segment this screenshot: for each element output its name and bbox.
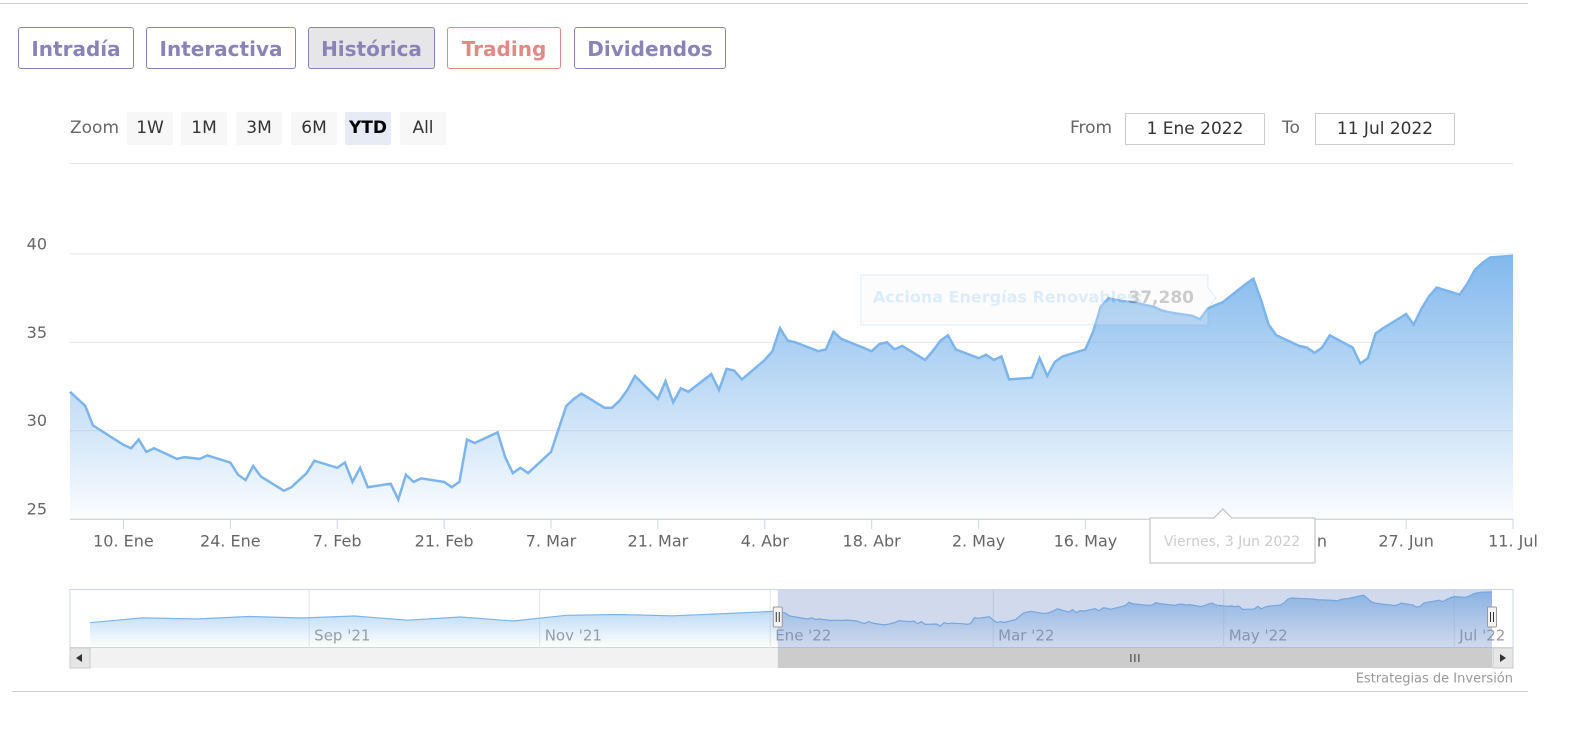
x-tick-label: 2. May (952, 532, 1005, 551)
line (69, 254, 1514, 504)
x-tick-label: 18. Abr (843, 532, 902, 551)
range-button[interactable]: YTD (345, 112, 391, 145)
tooltip-box (860, 274, 1217, 326)
tab[interactable]: Histórica (308, 27, 435, 69)
handle-grip (1490, 612, 1494, 622)
navigator-handle[interactable] (1487, 606, 1497, 628)
x-tick-label: 24. Ene (200, 532, 261, 551)
x-tick-label: 21. Feb (415, 532, 474, 551)
y-tick-label: 30 (27, 411, 47, 430)
x-tick-label: 11. Jul (1488, 532, 1538, 551)
range-button[interactable]: All (400, 112, 446, 145)
from-label: From (1070, 118, 1113, 138)
tooltip-text: Acciona Energías Renovables: (873, 288, 1143, 307)
range-button[interactable]: 1W (127, 112, 173, 145)
tooltip-date: Viernes, 3 Jun 2022 (1164, 534, 1300, 550)
arrow-right (1500, 654, 1506, 662)
tab[interactable]: Interactiva (146, 27, 296, 69)
navigator-mask (777, 590, 1492, 648)
tab[interactable]: Intradía (18, 27, 134, 69)
navigator-area (90, 592, 1492, 646)
handle-body (1487, 606, 1497, 628)
y-tick-label: 25 (27, 500, 47, 519)
handle-body (772, 606, 783, 628)
area (70, 255, 1513, 520)
navigator-handle[interactable] (772, 606, 783, 628)
range-button[interactable]: 3M (236, 112, 282, 145)
range-button[interactable]: 6M (291, 112, 337, 145)
x-tick-label: 4. Abr (741, 532, 789, 551)
zoom-label: Zoom (70, 118, 120, 138)
x-tick-label: 7. Feb (313, 532, 362, 551)
x-tick-label: 16. May (1054, 532, 1118, 551)
scrollbar-grip (1130, 654, 1140, 662)
to-label: To (1282, 118, 1300, 138)
x-tick-label: 21. Mar (628, 532, 689, 551)
range-button[interactable]: 1M (181, 112, 227, 145)
from-input[interactable]: 1 Ene 2022 (1125, 113, 1265, 145)
y-tick-label: 35 (27, 323, 47, 342)
x-tick-label: 10. Ene (93, 532, 154, 551)
arrow-left (76, 654, 82, 662)
x-tick-label: 7. Mar (526, 532, 577, 551)
navigator-line (89, 591, 1493, 627)
tooltip: Acciona Energías Renovables:37,280 (860, 274, 1217, 326)
to-input[interactable]: 11 Jul 2022 (1315, 113, 1455, 145)
date-box (1149, 508, 1316, 564)
x-tick-label: 27. Jun (1378, 532, 1434, 551)
tab[interactable]: Dividendos (574, 27, 726, 69)
handle-grip (775, 612, 780, 622)
tooltip-value: 37,280 (1128, 288, 1194, 308)
tab[interactable]: Trading (447, 27, 561, 69)
credits: Estrategias de Inversión (1356, 672, 1513, 687)
y-tick-label: 40 (27, 235, 47, 254)
